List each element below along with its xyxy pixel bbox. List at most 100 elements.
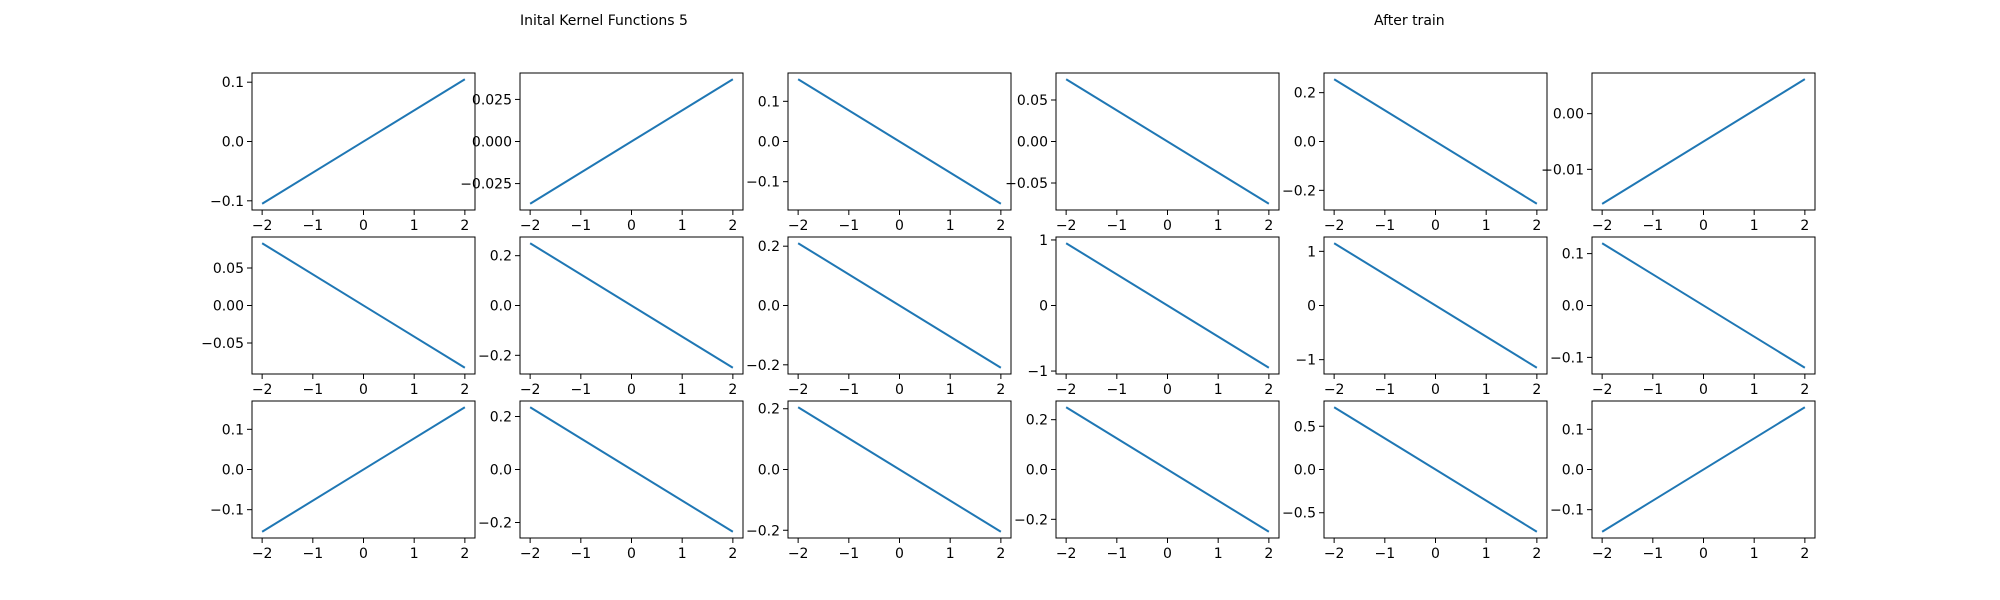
- x-tick-label: −1: [570, 382, 591, 398]
- y-tick-label: −0.2: [746, 523, 780, 539]
- x-tick-label: −2: [520, 382, 541, 398]
- x-tick-label: 1: [410, 546, 419, 562]
- y-tick-label: 0.0: [758, 135, 780, 151]
- y-tick-label: −0.2: [1282, 183, 1316, 199]
- y-tick-label: 0.2: [490, 249, 512, 265]
- y-tick-label: 1: [1307, 244, 1316, 260]
- subplot-10: −2 −1 0 1 2 −1 0 1: [1027, 233, 1280, 398]
- series-line: [261, 242, 466, 369]
- series-line: [1333, 242, 1538, 369]
- x-tick-label: 0: [1431, 218, 1440, 234]
- x-tick-label: −2: [788, 382, 809, 398]
- x-tick-label: −2: [1056, 382, 1077, 398]
- y-tick-label: 0.1: [222, 422, 244, 438]
- y-tick-label: 0.0: [758, 299, 780, 315]
- x-tick-label: 1: [1482, 382, 1491, 398]
- x-tick-label: 2: [1532, 382, 1541, 398]
- x-tick-label: 0: [1699, 382, 1708, 398]
- x-tick-label: −2: [1592, 546, 1613, 562]
- series-line: [1601, 78, 1806, 205]
- y-tick-label: −0.2: [1014, 512, 1048, 528]
- x-tick-label: 2: [1264, 546, 1273, 562]
- y-tick-label: −0.1: [210, 503, 244, 519]
- x-tick-label: −2: [520, 218, 541, 234]
- y-tick-label: 0.0: [1294, 463, 1316, 479]
- x-tick-label: 0: [1699, 546, 1708, 562]
- subplot-3: −2 −1 0 1 2 −0.1 0.0 0.1: [746, 72, 1012, 234]
- y-tick-label: 0.5: [1294, 419, 1316, 435]
- y-tick-label: 0.0: [222, 463, 244, 479]
- series-line: [1065, 406, 1270, 533]
- x-tick-label: −2: [520, 546, 541, 562]
- y-tick-label: 0.2: [1294, 86, 1316, 102]
- x-tick-label: −2: [1592, 382, 1613, 398]
- y-tick-label: 0.0: [758, 463, 780, 479]
- series-line: [1601, 242, 1806, 369]
- x-tick-label: 1: [1214, 218, 1223, 234]
- subplot-15: −2 −1 0 1 2 −0.2 0.0 0.2: [746, 400, 1012, 562]
- x-tick-label: 2: [728, 382, 737, 398]
- subplot-grid: −2 −1 0 1 2−0.10.00.1−2 −1 0 1 2−0.0250.0000.025…: [201, 72, 1816, 562]
- series-line: [1601, 406, 1806, 533]
- y-tick-label: −0.01: [1541, 162, 1584, 178]
- x-tick-label: −2: [1324, 218, 1345, 234]
- y-tick-label: 0.000: [472, 135, 512, 151]
- subplot-9: −2 −1 0 1 2 −0.2 0.0 0.2: [746, 236, 1012, 398]
- x-tick-label: −1: [838, 382, 859, 398]
- y-tick-label: 0: [1307, 299, 1316, 315]
- series-line: [529, 78, 734, 205]
- x-tick-label: −2: [788, 218, 809, 234]
- figure-title-right: After train: [1374, 13, 1445, 29]
- x-tick-label: 0: [895, 382, 904, 398]
- x-tick-label: 0: [895, 218, 904, 234]
- x-tick-label: 2: [1800, 218, 1809, 234]
- x-tick-label: −1: [302, 382, 323, 398]
- x-tick-label: 2: [1800, 382, 1809, 398]
- x-tick-label: 0: [1163, 382, 1172, 398]
- x-tick-label: 0: [1699, 218, 1708, 234]
- x-tick-label: 2: [1532, 218, 1541, 234]
- x-tick-label: 1: [678, 382, 687, 398]
- x-tick-label: 1: [1482, 218, 1491, 234]
- series-line: [529, 242, 734, 369]
- x-tick-label: 2: [728, 218, 737, 234]
- series-line: [797, 242, 1002, 369]
- x-tick-label: 1: [946, 546, 955, 562]
- x-tick-label: 0: [359, 382, 368, 398]
- x-tick-label: 1: [410, 218, 419, 234]
- y-tick-label: 0.0: [222, 135, 244, 151]
- y-tick-label: 0.0: [1562, 463, 1584, 479]
- y-tick-label: 0.00: [1017, 135, 1048, 151]
- x-tick-label: −2: [252, 546, 273, 562]
- series-line: [529, 406, 734, 533]
- series-line: [797, 78, 1002, 205]
- subplot-7: −2 −1 0 1 2 −0.05 0.00 0.05: [201, 236, 476, 398]
- x-tick-label: 0: [895, 546, 904, 562]
- y-tick-label: −0.1: [1550, 503, 1584, 519]
- subplot-6: −2 −1 0 1 2 −0.01 0.00: [1541, 72, 1816, 234]
- y-tick-label: −1: [1027, 364, 1048, 380]
- y-tick-label: −0.5: [1282, 506, 1316, 522]
- x-tick-label: 2: [728, 546, 737, 562]
- x-tick-label: −1: [1374, 382, 1395, 398]
- y-tick-label: 0.025: [472, 92, 512, 108]
- y-tick-label: 0.2: [490, 410, 512, 426]
- x-tick-label: 0: [359, 546, 368, 562]
- x-tick-label: 1: [678, 218, 687, 234]
- y-tick-label: −0.1: [746, 175, 780, 191]
- subplot-11: −2 −1 0 1 2 −1 0 1: [1295, 236, 1548, 398]
- x-tick-label: 0: [1431, 382, 1440, 398]
- y-tick-label: 0.2: [758, 402, 780, 418]
- x-tick-label: 2: [996, 382, 1005, 398]
- y-tick-label: 1: [1039, 233, 1048, 249]
- x-tick-label: 1: [946, 218, 955, 234]
- x-tick-label: −1: [1374, 546, 1395, 562]
- x-tick-label: 2: [1264, 218, 1273, 234]
- x-tick-label: −2: [1056, 546, 1077, 562]
- x-tick-label: −1: [1106, 546, 1127, 562]
- x-tick-label: 1: [1214, 546, 1223, 562]
- x-tick-label: −1: [1642, 382, 1663, 398]
- x-tick-label: −1: [1106, 218, 1127, 234]
- x-tick-label: 2: [1264, 382, 1273, 398]
